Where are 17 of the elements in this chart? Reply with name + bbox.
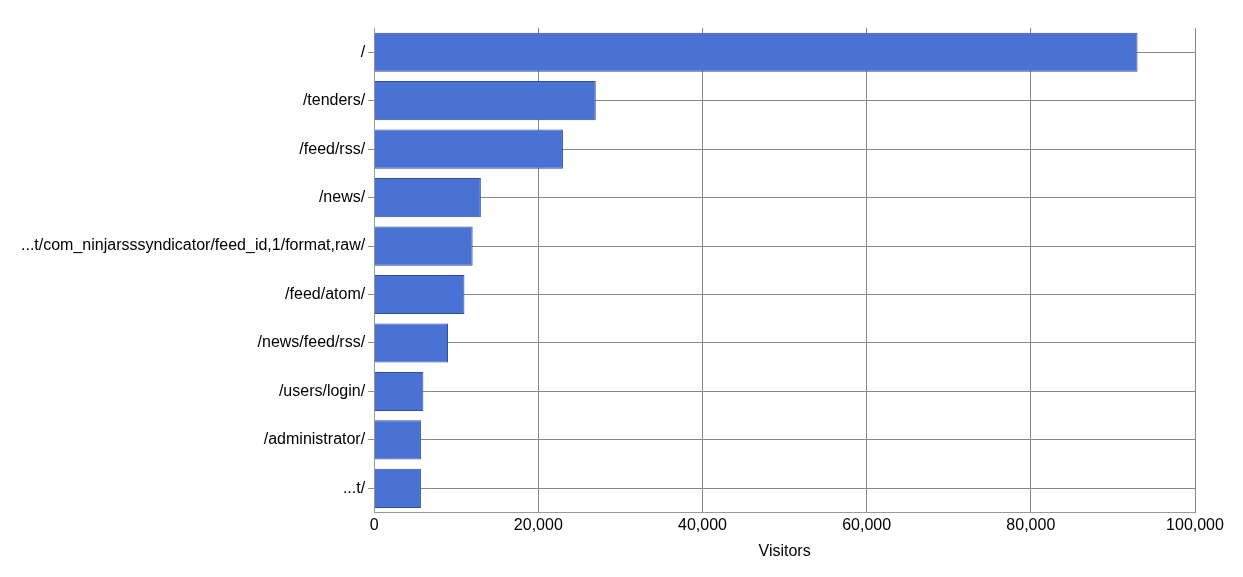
x-axis-title: Visitors <box>758 541 811 559</box>
x-tick-label: 100,000 <box>1166 515 1225 533</box>
x-tick-label: 40,000 <box>678 515 728 533</box>
y-tick-label: /news/ <box>318 188 366 206</box>
y-tick-label: /feed/atom/ <box>285 284 366 302</box>
x-tick-label: 60,000 <box>842 515 892 533</box>
y-tick-label: /administrator/ <box>263 430 366 448</box>
y-tick-label: /tenders/ <box>302 91 366 109</box>
y-tick-label: /users/login/ <box>278 381 366 399</box>
y-tick-label: ...t/com_ninjarsssyndicator/feed_id,1/format,raw/ <box>20 236 366 255</box>
x-tick-label: 20,000 <box>513 515 563 533</box>
y-tick-label: ...t/ <box>342 478 366 496</box>
y-tick-label: /feed/rss/ <box>299 139 366 157</box>
y-tick-label: /news/feed/rss/ <box>257 333 366 351</box>
x-tick-label: 0 <box>369 515 379 533</box>
y-tick-label: / <box>360 42 366 60</box>
x-tick-label: 80,000 <box>1006 515 1056 533</box>
